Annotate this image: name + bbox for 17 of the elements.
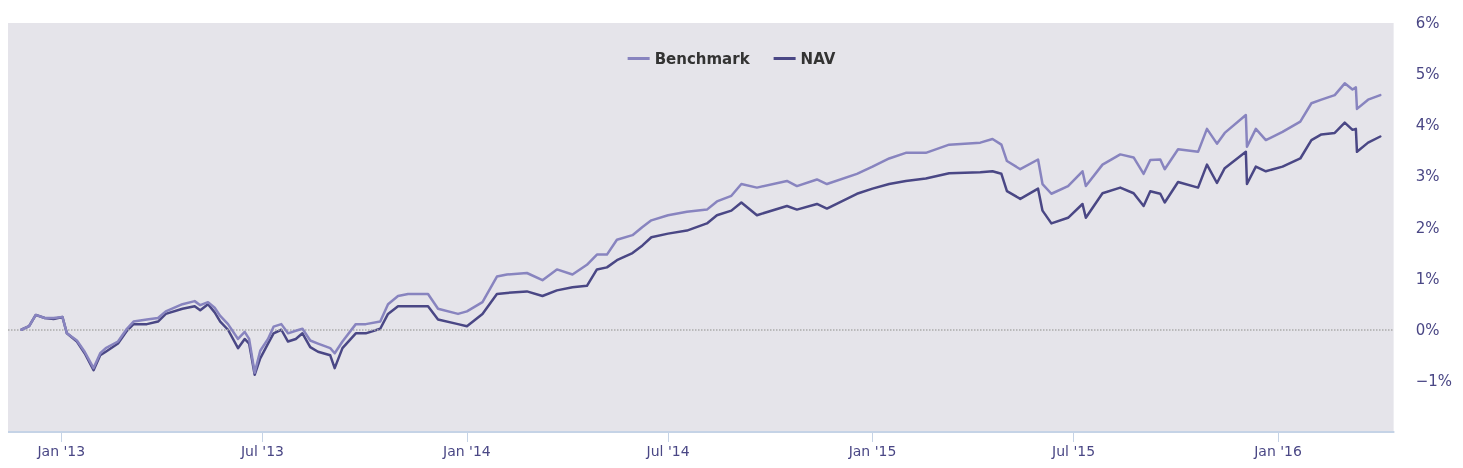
y-tick-label: 0% (1415, 320, 1440, 339)
legend-label: NAV (800, 49, 836, 68)
x-tick-label: Jan '16 (1253, 443, 1303, 459)
x-tick-label: Jan '15 (847, 443, 897, 459)
y-tick-label: 3% (1415, 167, 1440, 186)
y-tick-label: 4% (1415, 116, 1440, 135)
x-tick-label: Jan '14 (442, 443, 491, 459)
y-tick-label: −1% (1415, 371, 1453, 390)
x-tick-label: Jul '13 (239, 443, 284, 459)
y-tick-label: 6% (1415, 14, 1440, 32)
y-tick-label: 1% (1415, 269, 1440, 288)
x-tick-label: Jul '14 (645, 443, 690, 459)
x-tick-label: Jan '13 (36, 443, 86, 459)
x-tick-label: Jul '15 (1051, 443, 1096, 459)
y-tick-label: 2% (1415, 218, 1440, 237)
legend-label: Benchmark (654, 49, 751, 68)
y-tick-label: 5% (1415, 65, 1440, 84)
